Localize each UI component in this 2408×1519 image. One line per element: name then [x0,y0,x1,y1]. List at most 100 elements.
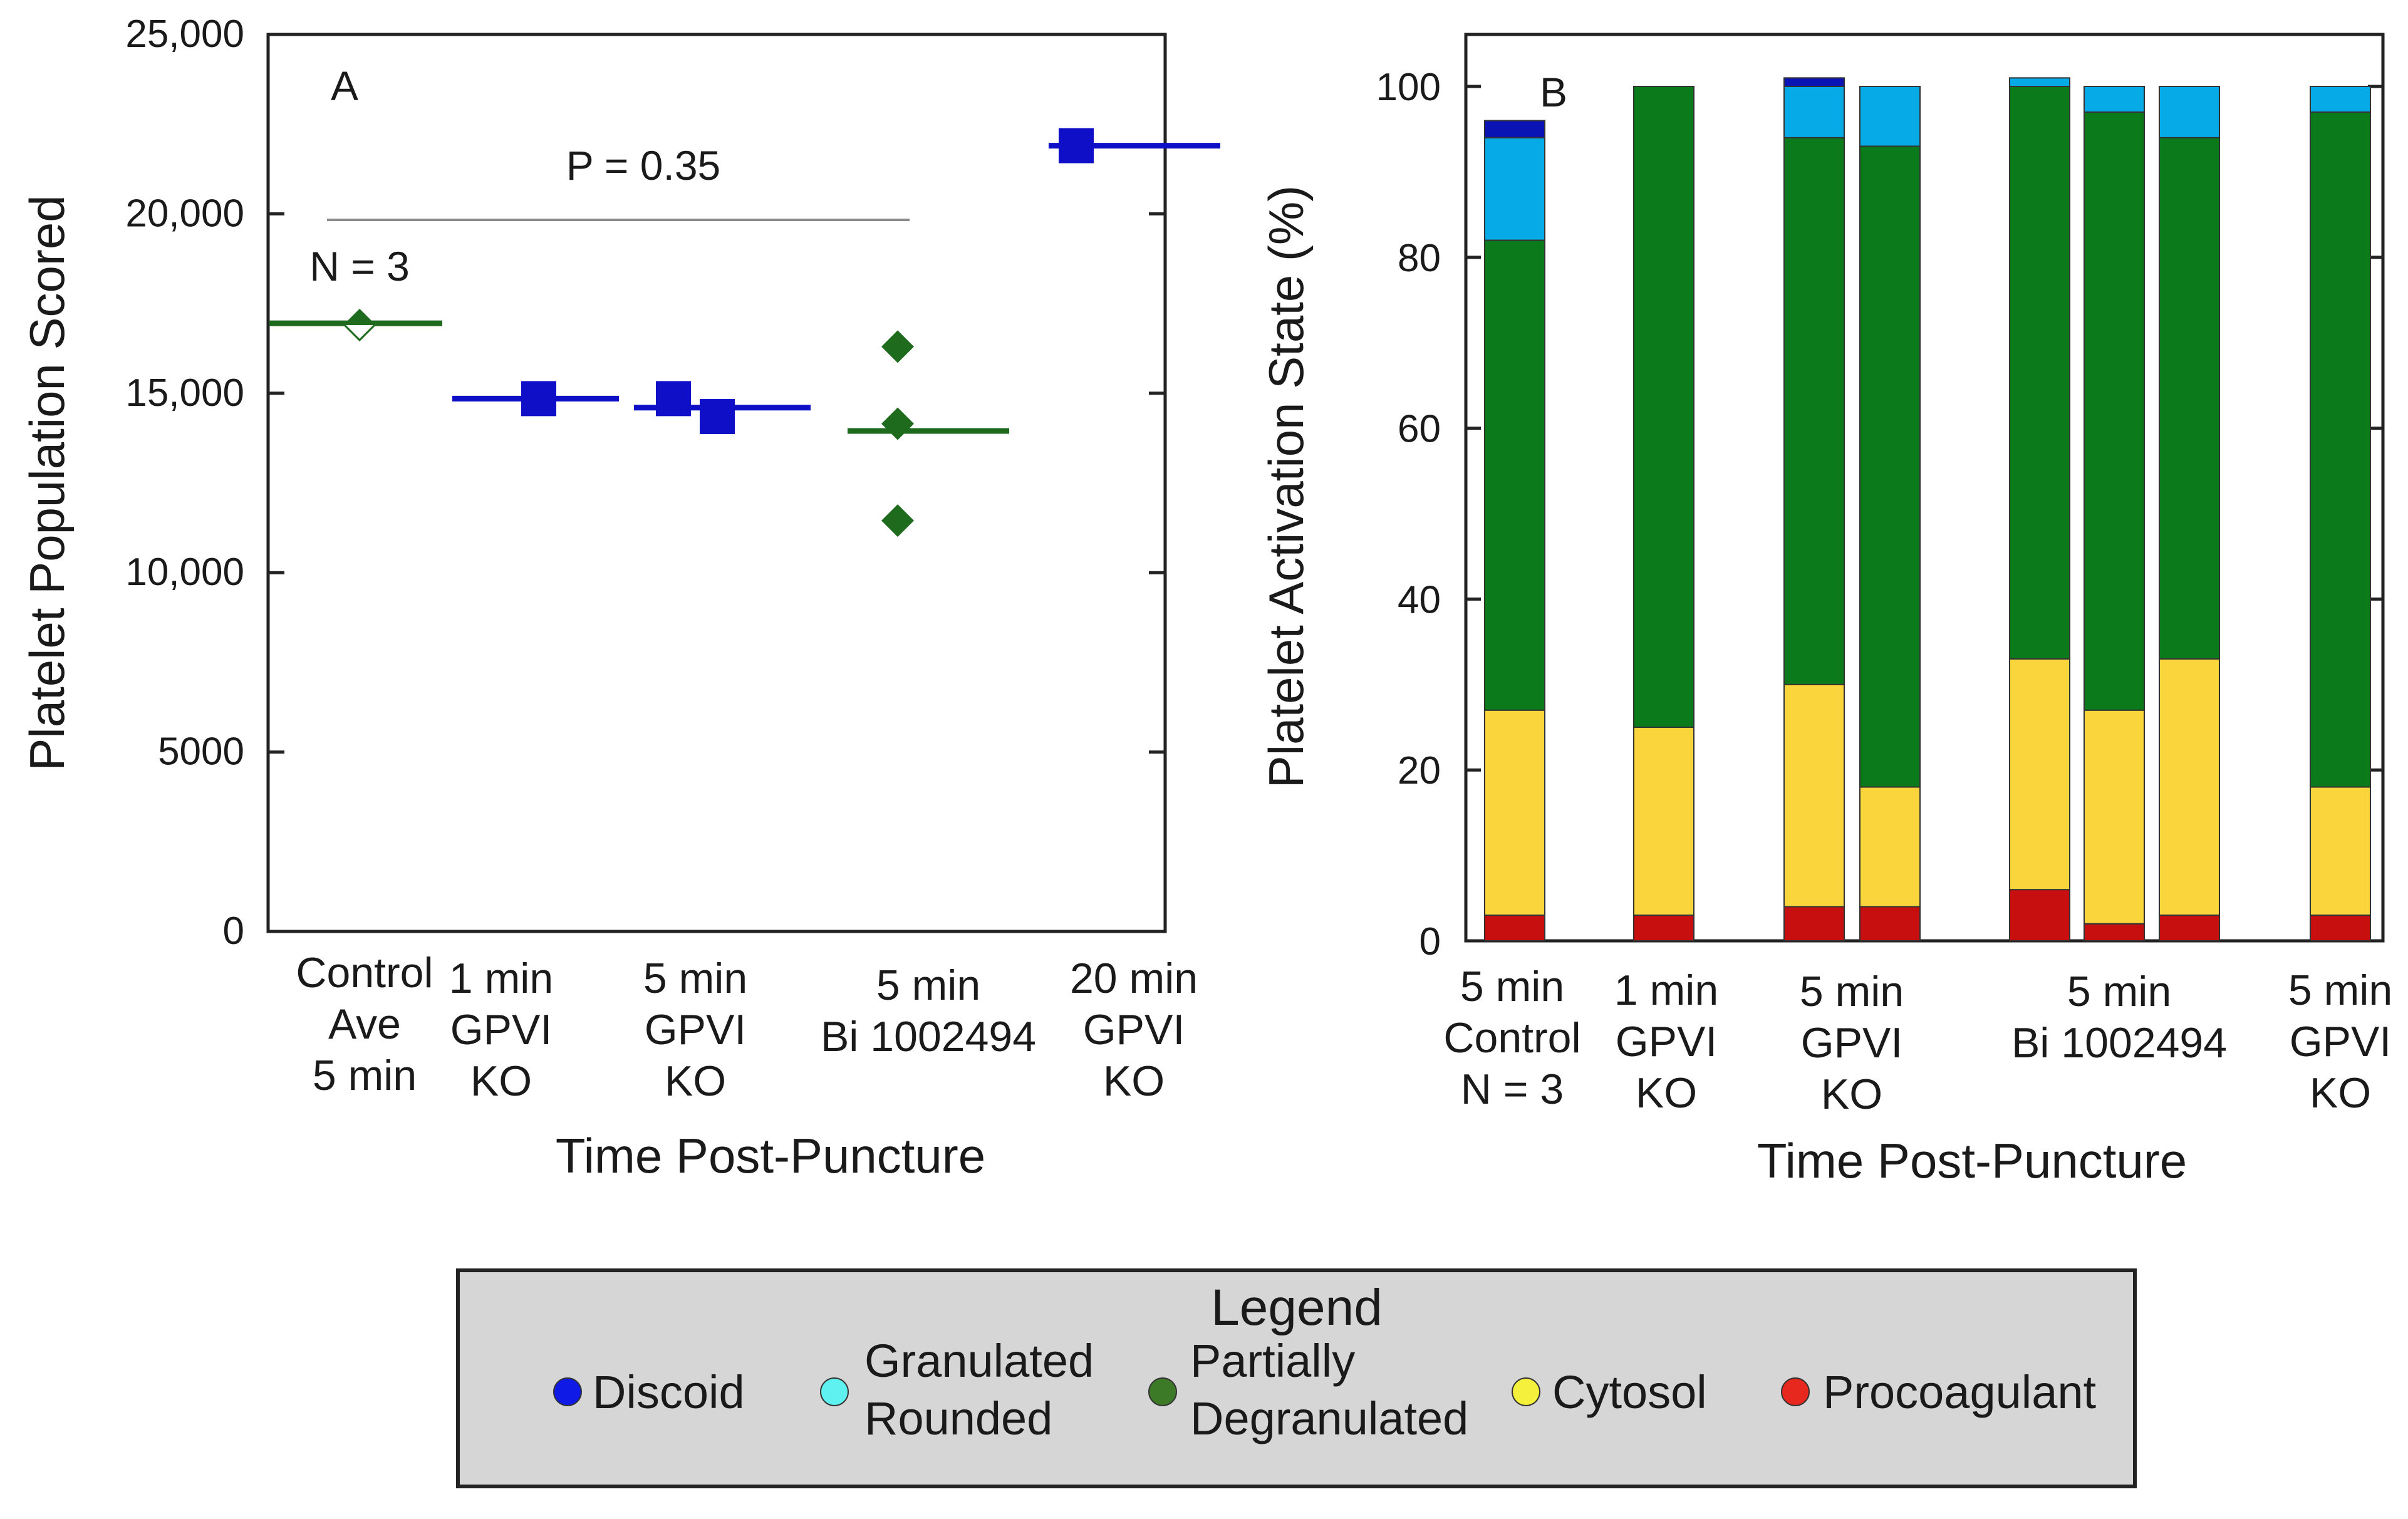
legend-label-line2: Rounded [864,1392,1052,1444]
bar-segment [1484,137,1545,241]
bar-segment [1633,86,1694,728]
x-group-label-line: KO [1821,1071,1882,1118]
legend-swatch [820,1377,849,1406]
panel-b-x-tick-labels: 5 min Control N = 31 min GPVI KO5 min GPVI KO5… [1443,963,2392,1118]
x-category-label: 1 min GPVI KO [449,955,553,1105]
x-category-label-line: 20 min [1070,955,1198,1002]
bar-segment [2084,923,2145,941]
panel-b-letter: B [1540,69,1567,115]
bar-segment [1859,786,1921,908]
x-group-label: 5 min Control N = 3 [1443,963,1580,1113]
x-category-label-line: 5 min [313,1052,417,1099]
x-category-label-line: KO [470,1057,532,1105]
x-group-label-line: 5 min [1800,968,1904,1015]
p-value-label: P = 0.35 [566,142,721,189]
x-category-label: 5 min GPVI KO [643,955,747,1105]
y-tick-label: 80 [1398,237,1441,280]
x-group-label-line: 5 min [2067,968,2171,1015]
data-point-diamond-filled-half [345,309,375,325]
bar-segment [2009,889,2070,942]
legend-label: Granulated [864,1335,1094,1387]
bar-segment [1859,86,1921,147]
bar-segment [1859,145,1921,788]
y-tick-label: 10,000 [125,551,244,594]
bar-segment [2310,111,2371,788]
legend-label: Discoid [593,1366,745,1418]
panel-b-x-axis-title: Time Post-Puncture [1757,1133,2187,1188]
x-category-label-line: 5 min [876,962,980,1009]
y-tick-label: 5000 [158,730,244,774]
x-category-label-line: KO [665,1057,726,1105]
panel-a-y-tick-labels: 0 5000 10,000 15,000 20,000 25,000 [125,13,244,953]
x-category-label-line: Bi 1002494 [821,1013,1036,1060]
y-tick-label: 40 [1398,578,1441,621]
x-category-label-line: GPVI [1083,1006,1185,1054]
x-category-label-line: GPVI [450,1006,553,1054]
x-category-label-line: Ave [328,1000,401,1048]
data-point-square [1059,128,1094,163]
bar-segment [1783,137,1845,685]
bar-segment [1783,683,1845,908]
bar-segment [2084,709,2145,925]
x-group-label: 5 min GPVI KO [2288,967,2392,1117]
bar-segment [2009,77,2070,88]
panel-b-bar-segments [1484,77,2371,942]
bar-segment [1859,906,1921,941]
bar-segment [2159,86,2220,138]
panel-a-mean-lines [269,143,1220,434]
data-point-square [521,381,556,417]
y-tick-label: 100 [1376,66,1441,109]
x-group-label-line: N = 3 [1461,1065,1564,1113]
legend-swatch [553,1377,582,1406]
legend-label: Cytosol [1552,1366,1707,1418]
panel-a-letter: A [331,63,358,109]
data-point-square [700,399,735,435]
panel-b-y-tick-labels: 0 20 40 60 80 100 [1376,66,1441,963]
x-group-label-line: 5 min [1460,963,1564,1010]
legend-title: Legend [1211,1279,1383,1336]
bar-segment [2009,658,2070,891]
y-tick-label: 60 [1398,408,1441,451]
bar-segment [2159,137,2220,660]
panel-b-y-ticks [1466,85,2383,943]
bar-segment [2310,786,2371,916]
panel-a-y-axis-title: Platelet Population Scored [19,195,75,770]
bar-segment [2310,86,2371,113]
panel-a-x-axis-title: Time Post-Puncture [556,1128,985,1183]
x-group-label-line: GPVI [1616,1018,1718,1065]
x-group-label-line: GPVI [1801,1019,1903,1067]
bar-segment [1783,86,1845,138]
data-point-diamond [881,504,914,537]
bar-segment [1633,727,1694,916]
bar-segment [1484,239,1545,711]
legend-background [456,1268,2137,1488]
y-tick-label: 15,000 [125,371,244,415]
x-category-label-line: GPVI [645,1006,747,1054]
legend-label: Procoagulant [1823,1366,2097,1418]
bar-segment [1484,915,1545,941]
panel-a-y-ticks [268,33,1165,933]
legend-swatch [1512,1377,1540,1406]
panel-a-data-points [343,128,1094,537]
bar-segment [1633,915,1694,941]
panel-b-y-axis-title: Platelet Activation State (%) [1258,185,1314,788]
panel-b-frame [1464,33,2385,943]
x-category-label-line: Control [296,949,433,997]
bar-segment [1783,77,1845,88]
panel-a-frame [266,33,1167,933]
y-tick-label: 0 [223,910,244,953]
x-category-label-line: 5 min [643,955,747,1002]
bar-segment [2084,86,2145,113]
x-group-label-line: KO [1636,1069,1697,1117]
x-group-label: 5 min GPVI KO [1800,968,1904,1118]
legend-label: Partially [1190,1335,1355,1387]
y-tick-label: 20 [1398,749,1441,792]
x-group-label-line: GPVI [2290,1018,2392,1065]
x-group-label-line: 5 min [2288,967,2392,1014]
bar-segment [1783,906,1845,941]
legend-swatch [1148,1377,1177,1406]
bar-segment [2159,915,2220,941]
